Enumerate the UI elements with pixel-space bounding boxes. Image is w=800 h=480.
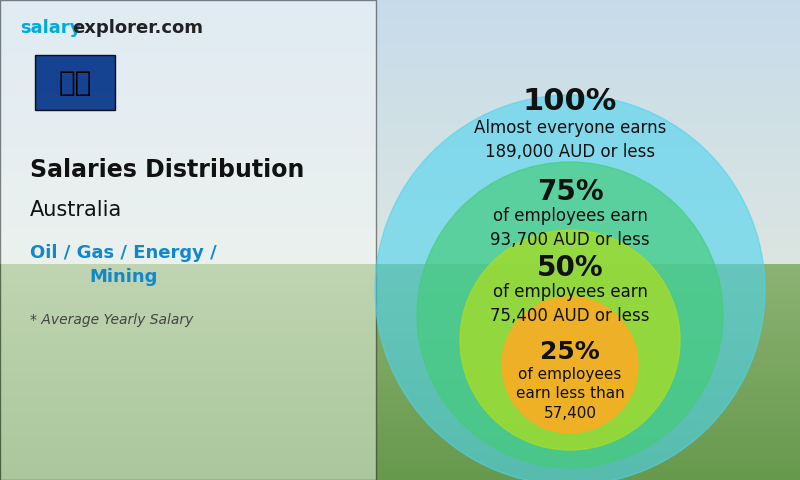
Text: 50%: 50% bbox=[537, 254, 603, 282]
Text: of employees earn: of employees earn bbox=[493, 283, 647, 301]
Text: of employees: of employees bbox=[518, 367, 622, 382]
Text: 189,000 AUD or less: 189,000 AUD or less bbox=[485, 143, 655, 161]
Text: 🇦🇺: 🇦🇺 bbox=[58, 69, 92, 97]
Text: 75,400 AUD or less: 75,400 AUD or less bbox=[490, 307, 650, 325]
Text: Oil / Gas / Energy /
Mining: Oil / Gas / Energy / Mining bbox=[30, 243, 217, 287]
Text: of employees earn: of employees earn bbox=[493, 207, 647, 225]
Circle shape bbox=[460, 230, 680, 450]
Text: 25%: 25% bbox=[540, 340, 600, 364]
Text: 57,400: 57,400 bbox=[543, 407, 597, 421]
Text: 75%: 75% bbox=[537, 178, 603, 206]
Circle shape bbox=[502, 297, 638, 433]
Circle shape bbox=[375, 95, 765, 480]
Text: earn less than: earn less than bbox=[516, 386, 624, 401]
Text: explorer.com: explorer.com bbox=[72, 19, 203, 37]
Text: 93,700 AUD or less: 93,700 AUD or less bbox=[490, 231, 650, 249]
Text: 100%: 100% bbox=[523, 87, 617, 117]
FancyBboxPatch shape bbox=[0, 0, 376, 480]
Text: * Average Yearly Salary: * Average Yearly Salary bbox=[30, 313, 194, 327]
Text: salary: salary bbox=[20, 19, 82, 37]
Circle shape bbox=[417, 162, 723, 468]
Text: Salaries Distribution: Salaries Distribution bbox=[30, 158, 304, 182]
Text: Almost everyone earns: Almost everyone earns bbox=[474, 119, 666, 137]
FancyBboxPatch shape bbox=[35, 55, 115, 110]
Text: Australia: Australia bbox=[30, 200, 122, 220]
